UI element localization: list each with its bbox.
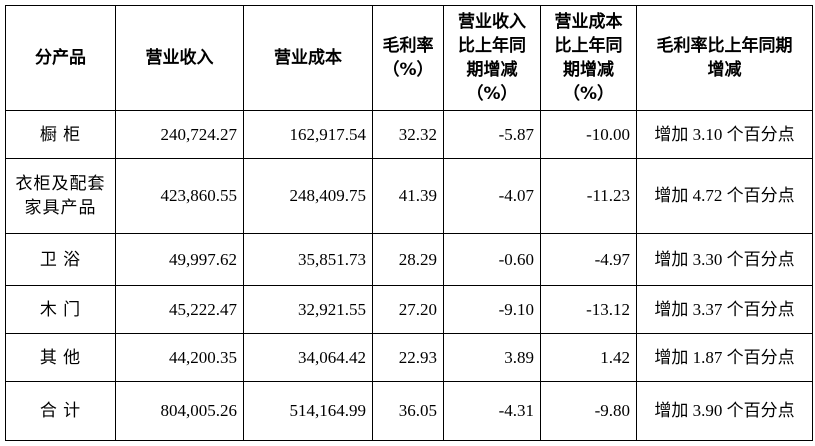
cell: -4.07	[443, 158, 541, 234]
header-line: （%）	[562, 84, 615, 104]
header-cell: 毛利率 （%）	[372, 5, 444, 111]
header-line: 期增减	[563, 60, 614, 80]
row-label: 木 门	[5, 285, 116, 334]
cell: 增加 3.37 个百分点	[636, 285, 813, 334]
row-label: 合 计	[5, 381, 116, 441]
cell: 514,164.99	[243, 381, 373, 441]
cell: -10.00	[540, 110, 637, 159]
data-row: 木 门 45,222.47 32,921.55 27.20 -9.10 -13.12 增加 …	[5, 285, 813, 334]
row-label: 其 他	[5, 333, 116, 382]
header-line: （%）	[466, 84, 518, 104]
cell: 增加 3.10 个百分点	[636, 110, 813, 159]
cell: 32.32	[372, 110, 444, 159]
cell: -4.97	[540, 233, 637, 286]
header-cell: 分产品	[5, 5, 116, 111]
data-row: 衣柜及配套 家具产品 423,860.55 248,409.75 41.39 -4.07-…	[5, 158, 813, 234]
cell: 增加 1.87 个百分点	[636, 333, 813, 382]
cell: 45,222.47	[115, 285, 244, 334]
label-line: 合 计	[39, 401, 82, 420]
header-line: 营业成本	[554, 12, 623, 32]
cell: 32,921.55	[243, 285, 373, 334]
cell: 28.29	[372, 233, 444, 286]
header-line: （%）	[382, 60, 434, 80]
segment-table: 分产品 营业收入 营业成本 毛利率 （%） 营业收入 比上年同 期增减 （%） 营业成本 比上年同期…	[5, 5, 813, 441]
label-line: 木 门	[39, 299, 82, 319]
header-line: 毛利率比上年同期	[656, 36, 793, 56]
cell: 22.93	[372, 333, 444, 382]
header-line: 营业成本	[274, 48, 342, 68]
data-row: 橱 柜 240,724.27 162,917.54 32.32 -5.87 -10.00 增…	[5, 110, 813, 159]
header-line: 营业收入	[458, 12, 526, 32]
row-label: 卫 浴	[5, 233, 116, 286]
header-line: 期增减	[466, 60, 518, 80]
header-cell: 营业收入	[115, 5, 244, 111]
label-line: 家具产品	[24, 198, 97, 217]
cell: 36.05	[372, 381, 444, 441]
header-cell: 营业收入比上年同期增减 （%）	[443, 5, 541, 111]
cell: -9.80	[540, 381, 637, 441]
cell: -9.10	[443, 285, 541, 334]
cell: -0.60	[443, 233, 541, 286]
header-line: 比上年同	[554, 36, 623, 56]
header-cell: 营业成本	[243, 5, 373, 111]
header-cell: 毛利率比上年同期 增减	[636, 5, 813, 111]
data-row: 其 他 44,200.35 34,064.42 22.93 3.89 1.42 增加 1.8…	[5, 333, 813, 382]
cell: -13.12	[540, 285, 637, 334]
cell: 423,860.55	[115, 158, 244, 234]
cell: 增加 3.30 个百分点	[636, 233, 813, 286]
label-line: 卫 浴	[39, 249, 82, 269]
cell: 49,997.62	[115, 233, 244, 286]
cell: -5.87	[443, 110, 541, 159]
cell: 248,409.75	[243, 158, 373, 234]
row-label: 橱 柜	[5, 110, 116, 159]
data-row: 卫 浴 49,997.62 35,851.73 28.29 -0.60 -4.97 增加 3…	[5, 233, 813, 286]
cell: 804,005.26	[115, 381, 244, 441]
label-line: 橱 柜	[39, 124, 82, 144]
header-line: 增减	[707, 60, 742, 80]
cell: -4.31	[443, 381, 541, 441]
label-line: 衣柜及配套	[15, 174, 106, 193]
cell: 162,917.54	[243, 110, 373, 159]
cell: 41.39	[372, 158, 444, 234]
cell: 44,200.35	[115, 333, 244, 382]
header-cell: 营业成本比上年同期增减 （%）	[540, 5, 637, 111]
header-row: 分产品 营业收入 营业成本 毛利率 （%） 营业收入 比上年同 期增减 （%） 营业成本 比上年同期…	[5, 5, 813, 111]
header-line: 毛利率	[382, 36, 434, 56]
cell: -11.23	[540, 158, 637, 234]
cell: 35,851.73	[243, 233, 373, 286]
data-row: 合 计 804,005.26 514,164.99 36.05 -4.31 -9.80 增加…	[5, 381, 813, 441]
header-line: 比上年同	[458, 36, 526, 56]
header-line: 营业收入	[145, 48, 214, 68]
label-line: 其 他	[39, 347, 82, 367]
header-line: 分产品	[35, 48, 86, 68]
cell: 3.89	[443, 333, 541, 382]
cell: 增加 3.90 个百分点	[636, 381, 813, 441]
cell: 增加 4.72 个百分点	[636, 158, 813, 234]
cell: 240,724.27	[115, 110, 244, 159]
row-label: 衣柜及配套 家具产品	[5, 158, 116, 234]
cell: 27.20	[372, 285, 444, 334]
cell: 1.42	[540, 333, 637, 382]
cell: 34,064.42	[243, 333, 373, 382]
